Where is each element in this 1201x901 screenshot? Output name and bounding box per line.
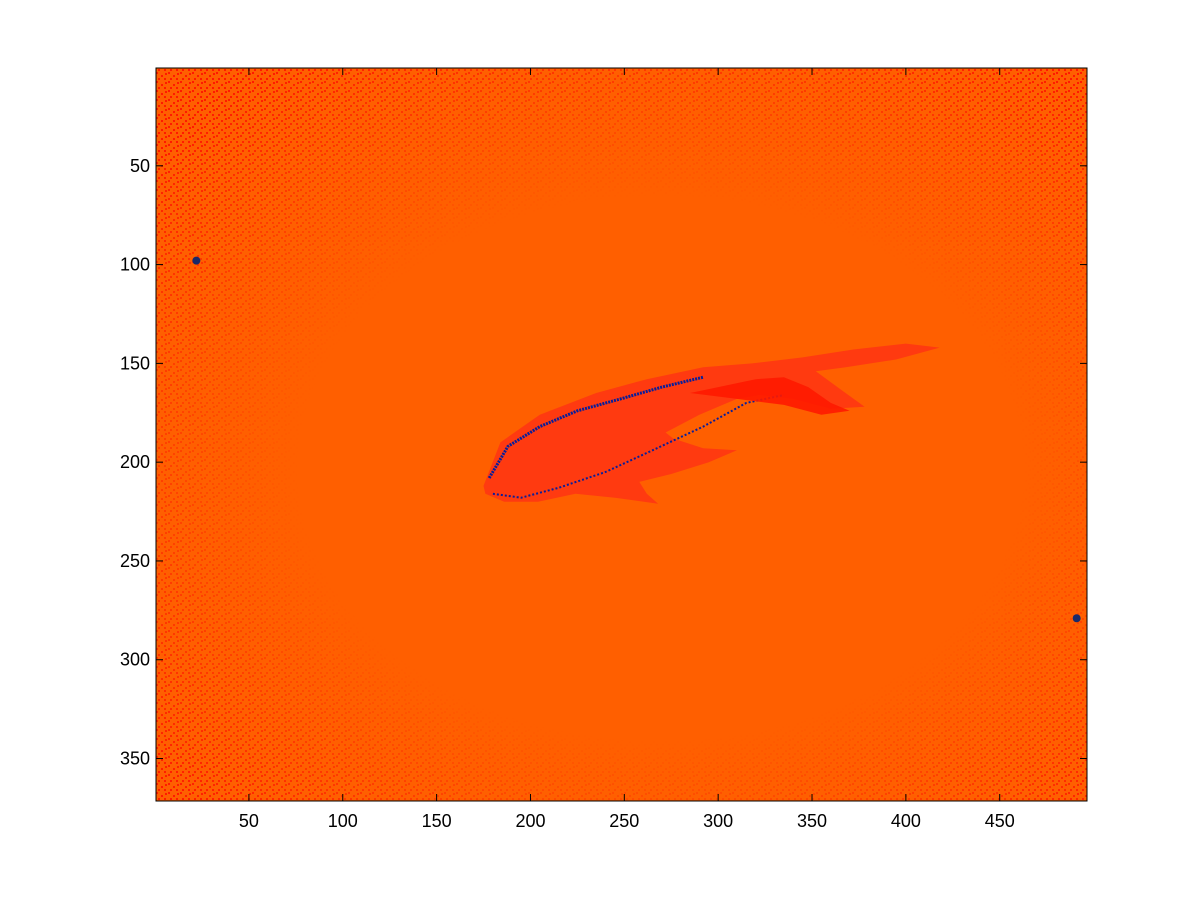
x-tick-label: 50: [239, 811, 259, 831]
y-tick-label: 100: [120, 255, 150, 275]
y-tick-label: 50: [130, 156, 150, 176]
fish-edge-upper: [487, 375, 704, 479]
x-tick-label: 400: [891, 811, 921, 831]
x-tick-label: 450: [985, 811, 1015, 831]
y-tick-label: 200: [120, 452, 150, 472]
y-tick-label: 350: [120, 749, 150, 769]
y-tick-label: 300: [120, 650, 150, 670]
x-tick-label: 300: [703, 811, 733, 831]
y-tick-label: 250: [120, 551, 150, 571]
axes-frame: [155, 67, 1088, 802]
dark-spots: [192, 256, 1081, 623]
dark-spot: [192, 256, 201, 265]
fish-fin: [690, 377, 850, 415]
fish-edge-lower: [492, 394, 785, 499]
dark-spot: [1072, 614, 1081, 623]
y-tick-label: 150: [120, 353, 150, 373]
x-tick-label: 250: [609, 811, 639, 831]
x-tick-label: 200: [515, 811, 545, 831]
x-tick-label: 350: [797, 811, 827, 831]
y-axis: 50 100 150 200 250 300 350: [120, 156, 1087, 769]
plot-area: [156, 68, 1087, 801]
x-tick-label: 150: [422, 811, 452, 831]
x-axis: 50 100 150 200 250 300 350 400 450: [239, 68, 1015, 831]
x-tick-label: 100: [328, 811, 358, 831]
fish-body: [483, 343, 940, 504]
